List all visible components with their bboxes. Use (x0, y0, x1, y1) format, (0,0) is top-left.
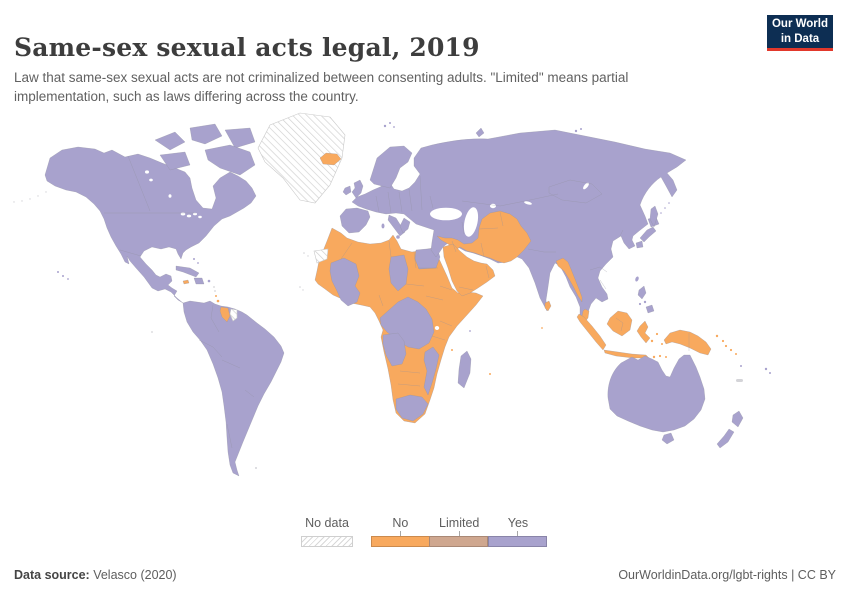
region-new-zealand-south (716, 428, 735, 449)
region-western-sahara-no-data (313, 248, 329, 264)
region-mali-burkina-ivorycoast (329, 257, 361, 307)
region-mozambique (423, 346, 440, 396)
region-iberia (339, 207, 371, 234)
page-subtitle: Law that same-sex sexual acts are not cr… (14, 69, 629, 105)
region-new-zealand-north (731, 410, 744, 428)
region-madagascar (457, 350, 472, 389)
legend-swatch (488, 536, 547, 547)
owid-logo-line2: in Data (780, 32, 820, 45)
legend-categories: No Limited Yes (371, 517, 547, 547)
region-eurasia (339, 122, 687, 325)
region-middle-east-central-asia (436, 210, 532, 264)
region-philippines (637, 285, 647, 300)
data-source-value: Velasco (2020) (89, 568, 177, 582)
region-australia (607, 354, 706, 433)
region-sri-lanka (544, 300, 552, 312)
legend-label: Limited (439, 516, 480, 530)
region-italy (387, 214, 406, 237)
page-title: Same-sex sexual acts legal, 2019 (14, 32, 480, 62)
legend-tick (399, 531, 401, 536)
legend-label: Yes (507, 516, 529, 530)
region-caribbean (175, 258, 220, 303)
region-angola (382, 332, 407, 367)
region-suriname-no-data (229, 308, 238, 322)
small-islands (13, 191, 69, 280)
data-source: Data source: Velasco (2020) (14, 568, 177, 582)
country-borders (104, 155, 690, 449)
region-sumatra (576, 313, 607, 351)
region-iceland (319, 152, 342, 166)
region-great-britain (351, 179, 364, 199)
region-scandinavia (369, 145, 413, 189)
legend-no-data-label: No data (305, 516, 349, 530)
region-new-caledonia-no-data (736, 379, 743, 382)
region-ireland (342, 185, 352, 196)
region-south-america (151, 300, 285, 477)
legend-tick (517, 531, 519, 536)
region-africa (299, 227, 491, 424)
region-greenland-no-data (257, 112, 346, 204)
legend-category-no[interactable]: No (371, 517, 430, 547)
legend-category-yes[interactable]: Yes (488, 516, 548, 547)
region-greece (399, 217, 411, 234)
region-south-africa (395, 394, 429, 422)
region-east-asian-islands (600, 202, 670, 314)
region-borneo (606, 310, 633, 337)
legend-category-limited[interactable]: Limited (429, 516, 489, 547)
region-north-america (44, 123, 257, 304)
map-legend: No data No Limited Yes (0, 517, 850, 551)
footer-link[interactable]: OurWorldinData.org/lgbt-rights | CC BY (618, 568, 836, 582)
legend-tick (458, 531, 460, 536)
legend-label: No (392, 516, 409, 530)
legend-no-data-swatch (301, 536, 353, 547)
region-sulawesi (636, 320, 651, 344)
region-tasmania (661, 432, 675, 445)
region-indonesia-melanesia (541, 310, 737, 359)
data-source-label: Data source: (14, 568, 90, 582)
region-chad (388, 254, 409, 292)
region-java (603, 349, 650, 359)
owid-logo[interactable]: Our World in Data (767, 15, 833, 51)
region-arabia (442, 243, 496, 297)
region-bangladesh-myanmar (555, 257, 583, 303)
owid-logo-line1: Our World (771, 18, 828, 31)
region-australia-nz (607, 354, 771, 449)
region-new-guinea (663, 329, 712, 356)
legend-swatch (371, 536, 430, 547)
region-guyana (219, 306, 231, 323)
legend-no-data[interactable]: No data (301, 517, 353, 547)
legend-swatch (429, 536, 489, 547)
world-choropleth-map[interactable] (0, 105, 850, 510)
